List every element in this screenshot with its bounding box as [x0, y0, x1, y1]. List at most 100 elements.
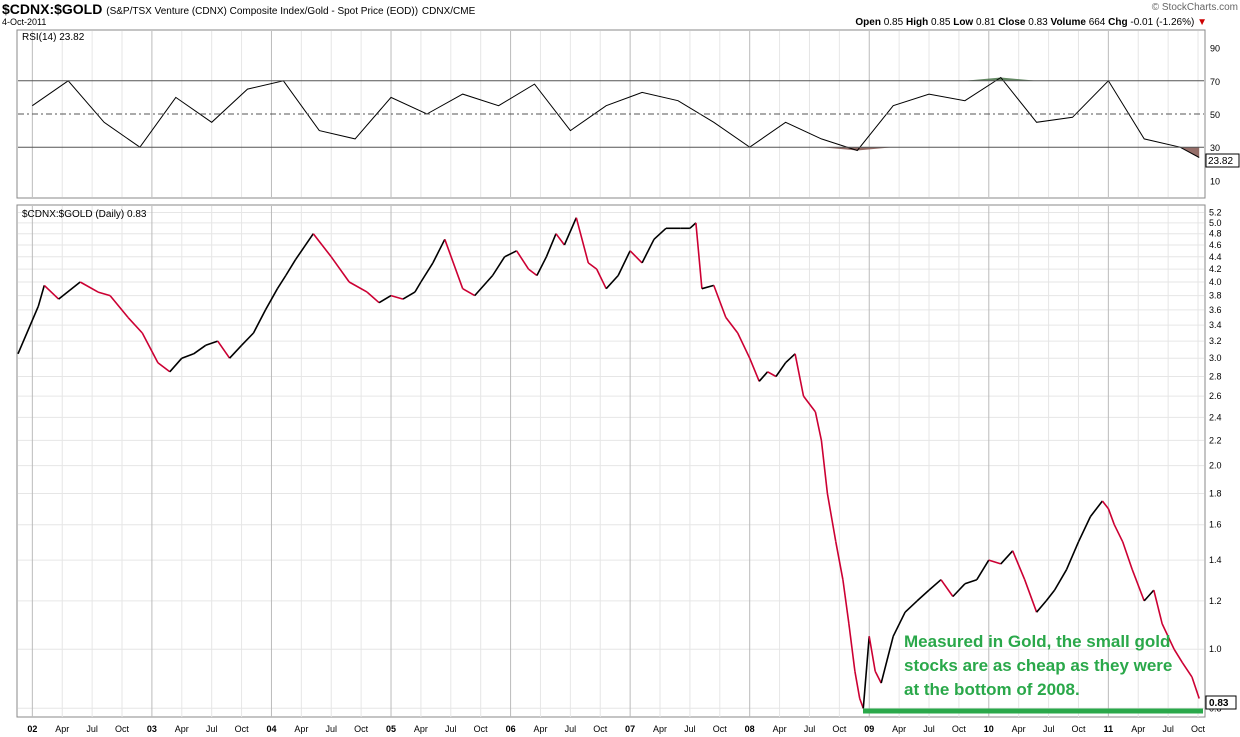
x-tick-11: Oct: [354, 724, 369, 734]
price-y-tick-4.4: 4.4: [1209, 252, 1222, 262]
price-segment-87: [988, 559, 1002, 565]
x-tick-25: Apr: [773, 724, 787, 734]
price-segment-30: [414, 281, 422, 293]
price-segment-75: [862, 636, 870, 709]
price-segment-38: [515, 250, 530, 270]
price-segment-33: [444, 239, 464, 289]
x-tick-26: Jul: [804, 724, 816, 734]
x-tick-24: 08: [745, 724, 755, 734]
stockcharts-logo: © StockCharts.com: [1151, 2, 1238, 13]
price-segment-72: [848, 623, 856, 672]
price-y-tick-1.6: 1.6: [1209, 520, 1222, 530]
price-y-tick-3.2: 3.2: [1209, 336, 1222, 346]
price-segment-103: [1153, 589, 1163, 625]
price-segment-41: [545, 233, 557, 258]
x-tick-0: 02: [27, 724, 37, 734]
price-segment-37: [504, 250, 517, 258]
price-segment-25: [348, 281, 368, 293]
price-y-tick-1.4: 1.4: [1209, 555, 1222, 565]
price-segment-13: [193, 344, 207, 355]
rsi-legend: RSI(14) 23.82: [22, 32, 85, 43]
x-tick-21: Apr: [653, 724, 667, 734]
x-tick-29: Apr: [892, 724, 906, 734]
chart-date: 4-Oct-2011: [2, 17, 47, 27]
price-segment-2: [37, 285, 46, 307]
price-segment-34: [462, 288, 476, 297]
price-segment-8: [127, 316, 143, 334]
price-segment-26: [366, 291, 380, 304]
x-tick-17: Apr: [533, 724, 547, 734]
price-segment-40: [536, 256, 548, 276]
exchange-label: CDNX/CME: [421, 6, 476, 17]
price-segment-29: [402, 291, 416, 300]
x-tick-3: Oct: [115, 724, 130, 734]
price-segment-58: [725, 316, 739, 334]
price-y-tick-2.2: 2.2: [1209, 435, 1222, 445]
ohlc-readout: Open 0.85 High 0.85 Low 0.81 Close 0.83 …: [855, 17, 1207, 28]
volume-label: Volume: [1050, 17, 1086, 28]
volume-value: 664: [1088, 17, 1106, 28]
price-segment-61: [758, 371, 769, 382]
open-label: Open: [855, 17, 881, 28]
price-segment-48: [617, 250, 631, 276]
price-segment-56: [701, 284, 715, 290]
x-tick-10: Jul: [325, 724, 337, 734]
x-tick-19: Oct: [593, 724, 608, 734]
x-tick-23: Oct: [713, 724, 728, 734]
x-tick-39: Oct: [1191, 724, 1206, 734]
price-segment-20: [276, 275, 287, 290]
price-y-tick-2.0: 2.0: [1209, 461, 1222, 471]
price-y-tick-3.4: 3.4: [1209, 320, 1222, 330]
price-y-tick-1.2: 1.2: [1209, 596, 1222, 606]
annotation-text: Measured in Gold, the small gold stocks …: [904, 630, 1204, 702]
x-tick-33: Apr: [1012, 724, 1026, 734]
price-segment-90: [1023, 579, 1038, 613]
price-segment-82: [928, 579, 942, 591]
price-y-tick-3.6: 3.6: [1209, 305, 1222, 315]
down-arrow-icon: ▼: [1197, 17, 1207, 28]
x-tick-13: Apr: [414, 724, 428, 734]
x-tick-4: 03: [147, 724, 157, 734]
price-segment-70: [835, 541, 844, 580]
x-tick-28: 09: [864, 724, 874, 734]
price-segment-86: [976, 559, 990, 581]
price-segment-43: [563, 217, 578, 246]
price-segment-85: [964, 578, 978, 585]
price-y-tick-4.2: 4.2: [1209, 264, 1222, 274]
rsi-y-tick-10: 10: [1210, 176, 1220, 186]
price-segment-23: [312, 233, 332, 258]
high-value: 0.85: [930, 17, 951, 28]
price-segment-6: [97, 291, 111, 297]
price-current-value: 0.83: [1209, 698, 1229, 709]
price-legend: $CDNX:$GOLD (Daily) 0.83: [22, 209, 147, 220]
price-segment-50: [641, 238, 655, 264]
price-panel: 5.25.04.84.6 4.4 4.2 4.0 3.8 3.6 3.4 3.2 3.0 2.8 2…: [16, 204, 1237, 734]
price-segment-7: [109, 295, 129, 318]
high-label: High: [905, 17, 929, 28]
price-segment-89: [1011, 550, 1026, 581]
price-y-tick-2.8: 2.8: [1209, 371, 1222, 381]
price-y-tick-4.8: 4.8: [1209, 229, 1222, 239]
price-segment-102: [1143, 589, 1155, 602]
x-tick-9: Apr: [294, 724, 308, 734]
price-segment-11: [169, 357, 183, 373]
price-segment-35: [474, 274, 494, 297]
price-segment-106: [1181, 662, 1193, 678]
chart-title: $CDNX:$GOLD (S&P/TSX Venture (CDNX) Comp…: [2, 1, 475, 17]
low-label: Low: [953, 17, 974, 28]
x-tick-27: Oct: [832, 724, 847, 734]
price-segment-91: [1035, 600, 1047, 613]
x-tick-16: 06: [506, 724, 516, 734]
price-segment-77: [874, 670, 882, 684]
price-segment-31: [420, 262, 434, 283]
price-segment-105: [1173, 648, 1184, 664]
price-segment-79: [892, 611, 906, 637]
price-y-tick-4.6: 4.6: [1209, 240, 1222, 250]
price-value-box: [1205, 695, 1237, 710]
price-segment-67: [814, 411, 823, 441]
price-segment-36: [491, 256, 506, 276]
rsi-series-line: [32, 76, 1200, 158]
symbol-label: $CDNX:$GOLD: [2, 1, 103, 17]
x-tick-22: Jul: [684, 724, 696, 734]
